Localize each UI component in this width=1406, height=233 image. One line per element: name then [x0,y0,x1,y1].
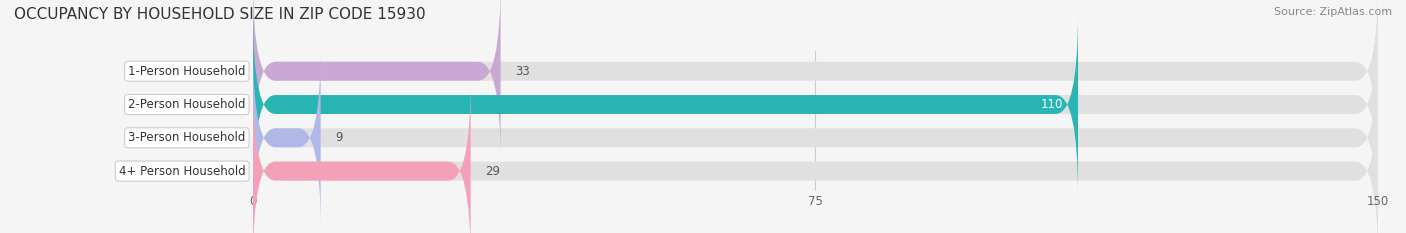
FancyBboxPatch shape [253,48,1378,228]
FancyBboxPatch shape [253,81,1378,233]
Text: Source: ZipAtlas.com: Source: ZipAtlas.com [1274,7,1392,17]
FancyBboxPatch shape [253,0,1378,162]
Text: 1-Person Household: 1-Person Household [128,65,246,78]
FancyBboxPatch shape [253,14,1078,195]
Text: 3-Person Household: 3-Person Household [128,131,246,144]
FancyBboxPatch shape [253,14,1378,195]
FancyBboxPatch shape [253,0,501,162]
Text: OCCUPANCY BY HOUSEHOLD SIZE IN ZIP CODE 15930: OCCUPANCY BY HOUSEHOLD SIZE IN ZIP CODE … [14,7,426,22]
FancyBboxPatch shape [253,48,321,228]
Text: 2-Person Household: 2-Person Household [128,98,246,111]
FancyBboxPatch shape [253,81,471,233]
Text: 110: 110 [1040,98,1063,111]
Text: 29: 29 [485,164,501,178]
Text: 33: 33 [516,65,530,78]
Text: 9: 9 [336,131,343,144]
Text: 4+ Person Household: 4+ Person Household [120,164,246,178]
